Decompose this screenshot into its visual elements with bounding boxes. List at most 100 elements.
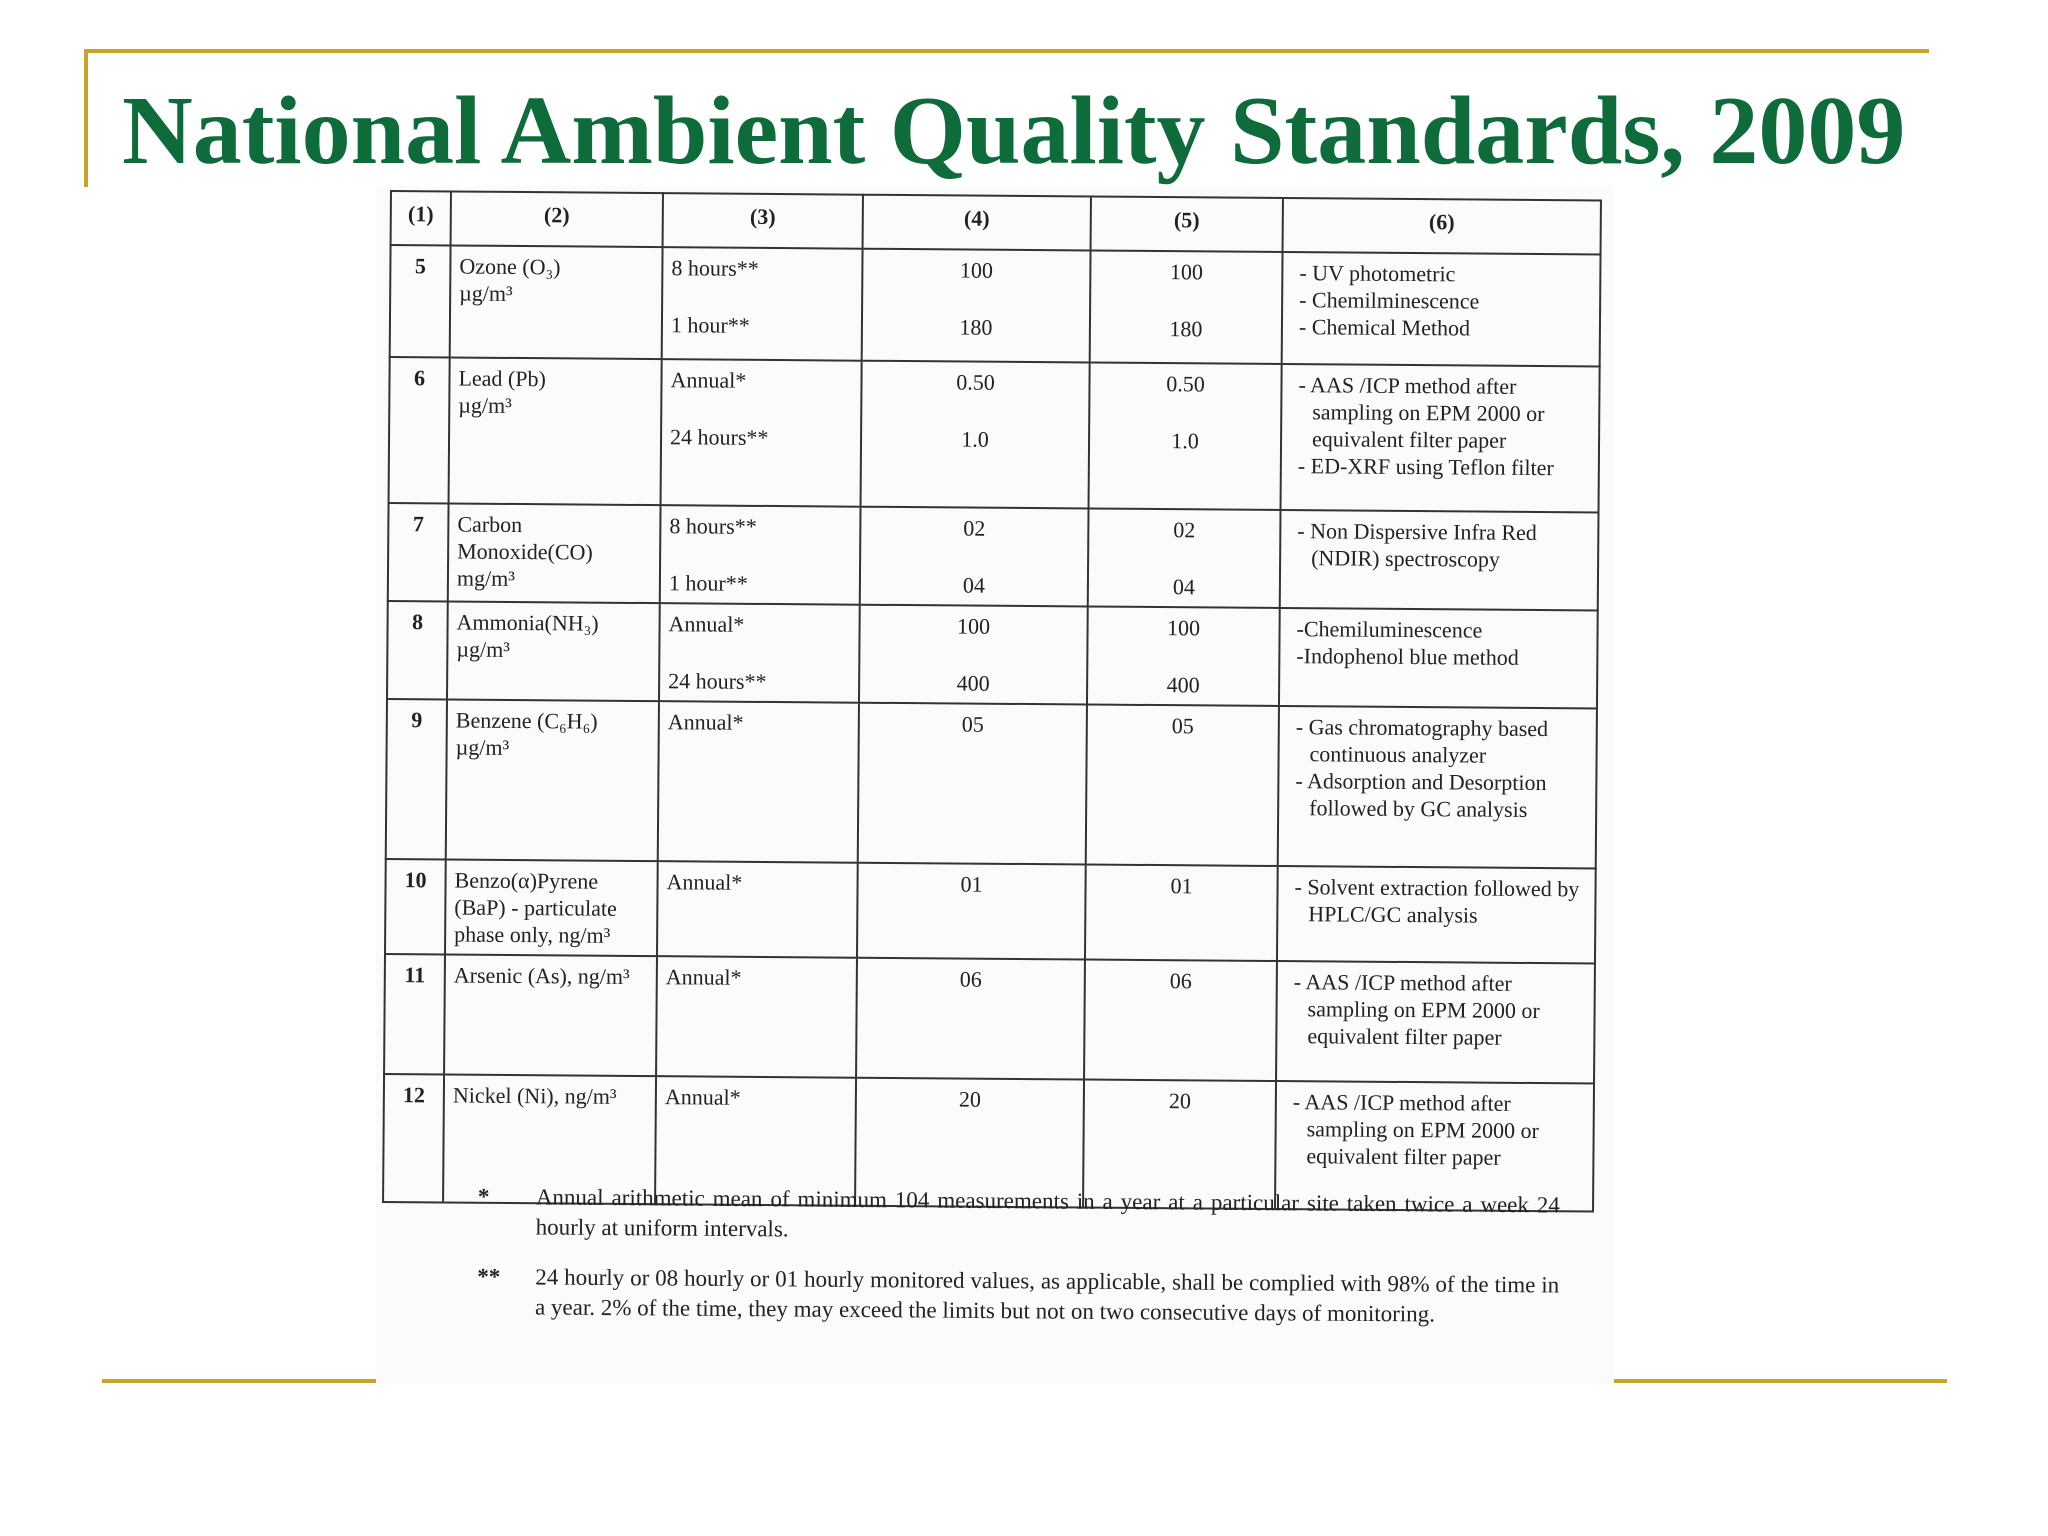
pollutant-cell: Ozone (O₃) µg/m³ (449, 245, 663, 360)
measurement-method-cell: - Gas chromatography based continuous an… (1277, 705, 1597, 869)
scanned-table-image (376, 186, 1614, 1384)
serial-number-cell: 5 (389, 245, 451, 358)
measurement-method: - Gas chromatography based continuous an… (1295, 714, 1549, 768)
measurement-method: - AAS /ICP method after sampling on EPM … (1298, 372, 1545, 453)
serial-number-cell: 6 (388, 357, 450, 504)
pollutant-cell: Benzene (C₆H₆) µg/m³ (445, 699, 659, 862)
serial-number-cell: 10 (384, 858, 446, 955)
pollutant-cell: Lead (Pb) µg/m³ (448, 357, 662, 506)
pollutant-name: Carbon Monoxide(CO) (457, 511, 593, 565)
concentration-value: 0.50 (1166, 371, 1205, 397)
concentration-value: 0.50 (956, 369, 995, 395)
averaging-time: 8 hours** (671, 255, 759, 281)
concentration-value: 400 (1166, 672, 1200, 698)
concentration-value: 05 (961, 711, 984, 737)
averaging-time-cell: 8 hours** 1 hour** (659, 505, 861, 605)
header-cell: (2) (450, 191, 663, 248)
measurement-method: - ED-XRF using Teflon filter (1297, 453, 1554, 481)
averaging-time: Annual* (667, 709, 744, 735)
table-row: 9 Benzene (C₆H₆) µg/m³ Annual* 05 05- Gas chr… (385, 698, 1597, 869)
averaging-time-cell: Annual* (657, 701, 859, 863)
concentration-value: 01 (960, 871, 983, 897)
pollutant-name: Nickel (Ni), ng/m³ (452, 1082, 617, 1109)
industrial-area-value-cell: 05 (857, 702, 1087, 865)
concentration-value: 100 (1166, 615, 1201, 641)
industrial-area-value-cell: 0.50 1.0 (860, 360, 1090, 509)
measurement-method-cell: - AAS /ICP method after sampling on EPM … (1276, 960, 1595, 1084)
pollutant-cell: Carbon Monoxide(CO) mg/m³ (447, 503, 661, 604)
concentration-value: 04 (1172, 574, 1196, 600)
header-cell: (4) (862, 194, 1091, 251)
concentration-value: 06 (1169, 968, 1192, 994)
measurement-method-cell: - UV photometric - Chemilminescence - Chem… (1281, 252, 1601, 367)
concentration-value: 02 (963, 515, 986, 541)
averaging-time: 8 hours** (669, 513, 757, 539)
concentration-value: 01 (1170, 873, 1193, 899)
averaging-time: 24 hours** (669, 424, 769, 450)
footnotes: * Annual arithmetic mean of minimum 104 … (477, 1182, 1560, 1350)
measurement-method: -Chemiluminescence (1296, 616, 1483, 643)
averaging-time: Annual* (670, 367, 747, 393)
serial-number-cell: 12 (383, 1073, 445, 1203)
concentration-value: 20 (958, 1086, 981, 1112)
industrial-area-value-cell: 06 (856, 957, 1085, 1080)
top-rule (84, 49, 1929, 53)
concentration-value: 180 (1169, 316, 1203, 342)
averaging-time: 24 hours** (668, 668, 767, 694)
pollutant-name: Lead (Pb) (458, 365, 546, 392)
pollutant-unit: mg/m³ (456, 565, 515, 591)
table-row: 5 Ozone (O₃) µg/m³ 8 hours** 1 hour** 100 180 1… (389, 245, 1601, 367)
industrial-area-value-cell: 02 04 (859, 506, 1089, 607)
serial-number-cell: 8 (387, 600, 448, 700)
header-cell: (5) (1090, 196, 1283, 253)
measurement-method-cell: -Chemiluminescence -Indophenol blue metho… (1278, 608, 1598, 709)
averaging-time-cell: Annual* (656, 861, 858, 958)
concentration-value: 04 (962, 572, 986, 598)
pollutant-name: Benzene (C₆H₆) (455, 707, 598, 734)
measurement-method-cell: - Solvent extraction followed by HPLC/GC… (1276, 865, 1596, 964)
averaging-time-cell: Annual* 24 hours** (660, 359, 862, 507)
sensitive-area-value-cell: 05 (1085, 704, 1279, 866)
footnote-mark: ** (477, 1263, 501, 1290)
header-cell: (6) (1282, 198, 1601, 255)
sensitive-area-value-cell: 100 180 (1089, 250, 1283, 365)
sensitive-area-value-cell: 06 (1084, 959, 1277, 1081)
measurement-method: - Chemical Method (1298, 314, 1471, 341)
concentration-value: 100 (1169, 259, 1203, 285)
measurement-method: - Adsorption and Desorption followed by … (1295, 768, 1547, 822)
industrial-area-value-cell: 100 180 (861, 248, 1091, 363)
pollutant-name: Benzo(α)Pyrene (BaP) - particulate phase… (454, 867, 617, 948)
concentration-value: 06 (959, 966, 982, 992)
header-cell: (1) (390, 191, 451, 246)
averaging-time-cell: Annual* 24 hours** (658, 603, 860, 703)
concentration-value: 20 (1168, 1088, 1191, 1114)
sensitive-area-value-cell: 02 04 (1087, 508, 1281, 609)
footnote-hourly: ** 24 hourly or 08 hourly or 01 hourly m… (477, 1262, 1559, 1330)
concentration-value: 100 (959, 257, 993, 283)
measurement-method: -Indophenol blue method (1296, 643, 1519, 670)
pollutant-name: Ammonia(NH₃) (456, 609, 599, 636)
averaging-time: Annual* (668, 611, 745, 637)
serial-number-cell: 7 (387, 502, 449, 602)
measurement-method: - AAS /ICP method after sampling on EPM … (1292, 1089, 1539, 1170)
pollutant-cell: Benzo(α)Pyrene (BaP) - particulate phase… (444, 859, 658, 957)
pollutant-unit: µg/m³ (459, 280, 513, 306)
measurement-method-cell: - AAS /ICP method after sampling on EPM … (1280, 364, 1600, 513)
pollutant-name: Arsenic (As), ng/m³ (453, 962, 630, 989)
averaging-time: Annual* (666, 869, 743, 895)
averaging-time-cell: Annual* (656, 956, 857, 1078)
concentration-value: 1.0 (1171, 428, 1199, 454)
concentration-value: 1.0 (961, 426, 989, 452)
table-row: 6 Lead (Pb) µg/m³ Annual* 24 hours** 0.50 1.0 0… (388, 357, 1600, 513)
header-cell: (3) (662, 193, 863, 249)
measurement-method: - Solvent extraction followed by HPLC/GC… (1294, 874, 1580, 928)
footnote-text: 24 hourly or 08 hourly or 01 hourly moni… (534, 1264, 1560, 1327)
pollutant-unit: µg/m³ (455, 734, 510, 760)
measurement-method-cell: - Non Dispersive Infra Red (NDIR) spectr… (1279, 510, 1599, 611)
averaging-time: Annual* (664, 1084, 741, 1110)
footnote-text: Annual arithmetic mean of minimum 104 me… (535, 1184, 1560, 1242)
pollutant-unit: µg/m³ (456, 636, 510, 662)
sensitive-area-value-cell: 0.50 1.0 (1088, 362, 1282, 511)
measurement-method: - AAS /ICP method after sampling on EPM … (1293, 969, 1540, 1050)
slide-title: National Ambient Quality Standards, 2009 (122, 77, 1906, 185)
